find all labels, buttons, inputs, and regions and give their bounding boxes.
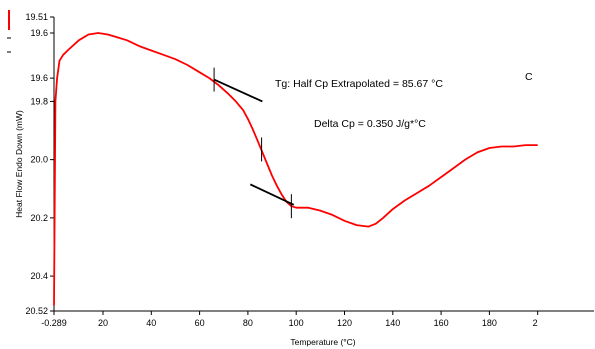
x-tick-label: 120 [337,318,352,328]
x-tick-label: 140 [385,318,400,328]
x-tick-label: 2 [533,318,538,328]
y-tick-label: 20.2 [30,213,48,223]
x-tick-label: 100 [289,318,304,328]
x-tick-label: 60 [195,318,205,328]
tangent-line [213,78,263,103]
y-tick-label: 19.6 [30,73,48,83]
x-tick-label: -0.289 [41,318,67,328]
annotation-tg: Tg: Half Cp Extrapolated = 85.67 °C [275,78,443,90]
transition-markers [213,67,292,219]
y-axis-title: Heat Flow Endo Down (mW) [14,110,24,218]
y-tick-label: 19.6 [30,28,48,38]
tangent-line [249,183,295,206]
y-tick-label: 20.0 [30,155,48,165]
x-tick-label: 160 [434,318,449,328]
x-tick-label: 180 [482,318,497,328]
y-tick-label: 19.51 [25,12,48,22]
annotation-c: C [525,71,533,83]
series-line-heat-flow [53,32,538,306]
y-tick-label: 19.8 [30,96,48,106]
x-axis-ticks: -0.289 20 40 60 80 100 120 140 160 180 2 [41,311,539,328]
annotation-delta-cp: Delta Cp = 0.350 J/g*°C [314,118,426,130]
tangent-lines [213,78,295,206]
x-tick-label: 40 [146,318,156,328]
x-tick-label: 20 [98,318,108,328]
y-axis-ticks: 19.51 19.6 19.6 19.8 20.0 20.2 20.4 20.52 [25,12,54,316]
y-tick-label: 20.52 [25,306,48,316]
x-tick-label: 80 [243,318,253,328]
x-axis-title: Temperature (°C) [290,337,355,347]
y-tick-label: 20.4 [30,271,48,281]
